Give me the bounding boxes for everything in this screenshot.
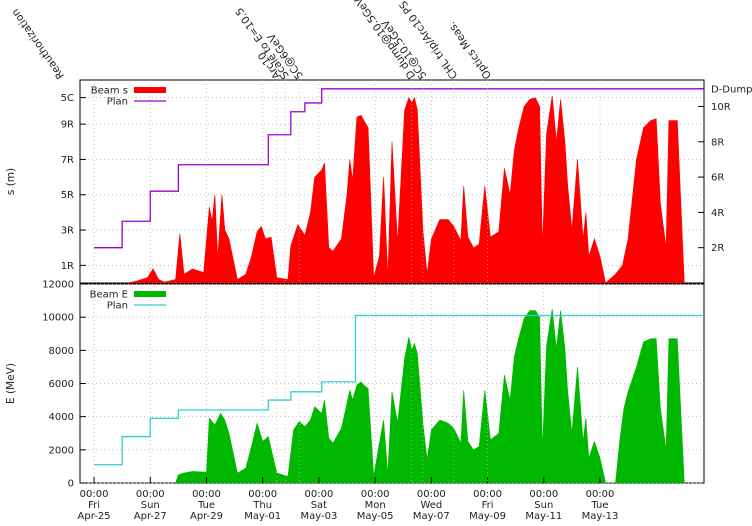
x-tick-date: May-07 <box>413 511 450 522</box>
bottom-legend-swatch <box>134 291 166 297</box>
x-tick-date: Apr-25 <box>78 511 111 522</box>
top-ytick-label: 5R <box>61 190 74 201</box>
bottom-ytick-label: 0 <box>68 479 74 490</box>
bottom-legend-label: Plan <box>107 301 128 312</box>
top-ytick-label: 3R <box>61 226 74 237</box>
top-legend-label: Plan <box>107 97 128 108</box>
x-tick-date: May-09 <box>469 511 506 522</box>
top-y2tick-label: 6R <box>711 173 724 184</box>
x-tick-time: 00:00 <box>136 489 165 500</box>
bottom-series-plan-line <box>94 314 704 466</box>
x-tick-day: Sun <box>534 500 553 511</box>
bottom-legend-label: Beam E <box>90 290 128 301</box>
bottom-panel: 0 2000 4000 6000 8000 10000 12000 E (MeV) Beam E… <box>5 280 705 490</box>
top-legend-label: Beam s <box>91 86 128 97</box>
bottom-ytick-label: 4000 <box>49 412 74 423</box>
bottom-ytick-label: 8000 <box>49 346 74 357</box>
bottom-series-beam-area <box>175 308 685 483</box>
x-tick-day: Fri <box>88 500 100 511</box>
top-series-plan-line <box>94 88 704 249</box>
x-tick-time: 00:00 <box>80 489 109 500</box>
x-tick-date: May-03 <box>300 511 337 522</box>
top-legend-swatch <box>134 87 166 93</box>
x-tick-date: May-01 <box>244 511 281 522</box>
x-tick-date: Apr-27 <box>134 511 167 522</box>
annotation-label: Reauthorization <box>9 6 66 81</box>
bottom-ytick-label: 6000 <box>49 379 74 390</box>
x-tick-day: Mon <box>365 500 386 511</box>
top-y2tick-label: 2R <box>711 243 724 254</box>
top-ytick-label: 7R <box>61 155 74 166</box>
bottom-ylabel: E (MeV) <box>5 363 17 404</box>
x-tick-day: Sat <box>311 500 327 511</box>
x-tick-day: Sun <box>141 500 160 511</box>
top-y2tick-label: 8R <box>711 137 724 148</box>
top-ytick-label: 5C <box>61 93 74 104</box>
bottom-ytick-label: 2000 <box>49 445 74 456</box>
bottom-ytick-label: 12000 <box>42 280 74 291</box>
x-tick-time: 00:00 <box>417 489 446 500</box>
x-tick-day: Thu <box>252 500 272 511</box>
x-axis: 00:00FriApr-2500:00SunApr-2700:00TueApr-… <box>78 477 619 522</box>
top-series-beam-area <box>127 95 685 283</box>
top-ylabel: s (m) <box>5 168 17 195</box>
top-y2tick-label: 4R <box>711 208 724 219</box>
x-tick-date: May-11 <box>525 511 562 522</box>
x-tick-time: 00:00 <box>192 489 221 500</box>
x-tick-day: Tue <box>197 500 215 511</box>
top-panel: 1R 3R 5R 7R 9R 5C 2R 4R 6R 8R 10R D-Dump s (m) Beam s… <box>5 79 752 284</box>
x-tick-day: Fri <box>482 500 494 511</box>
x-tick-time: 00:00 <box>305 489 334 500</box>
bottom-ytick-label: 10000 <box>42 313 74 324</box>
x-tick-time: 00:00 <box>586 489 615 500</box>
x-tick-date: Apr-29 <box>190 511 223 522</box>
x-tick-date: May-05 <box>357 511 394 522</box>
x-tick-time: 00:00 <box>248 489 277 500</box>
x-tick-day: Wed <box>420 500 442 511</box>
top-y2tick-label: D-Dump <box>711 84 752 95</box>
x-tick-time: 00:00 <box>361 489 390 500</box>
top-ytick-label: 9R <box>61 120 74 131</box>
top-y2tick-label: 10R <box>711 102 731 113</box>
x-tick-date: May-13 <box>582 511 619 522</box>
x-tick-time: 00:00 <box>529 489 558 500</box>
x-tick-day: Tue <box>590 500 608 511</box>
top-ytick-label: 1R <box>61 261 74 272</box>
x-tick-time: 00:00 <box>473 489 502 500</box>
